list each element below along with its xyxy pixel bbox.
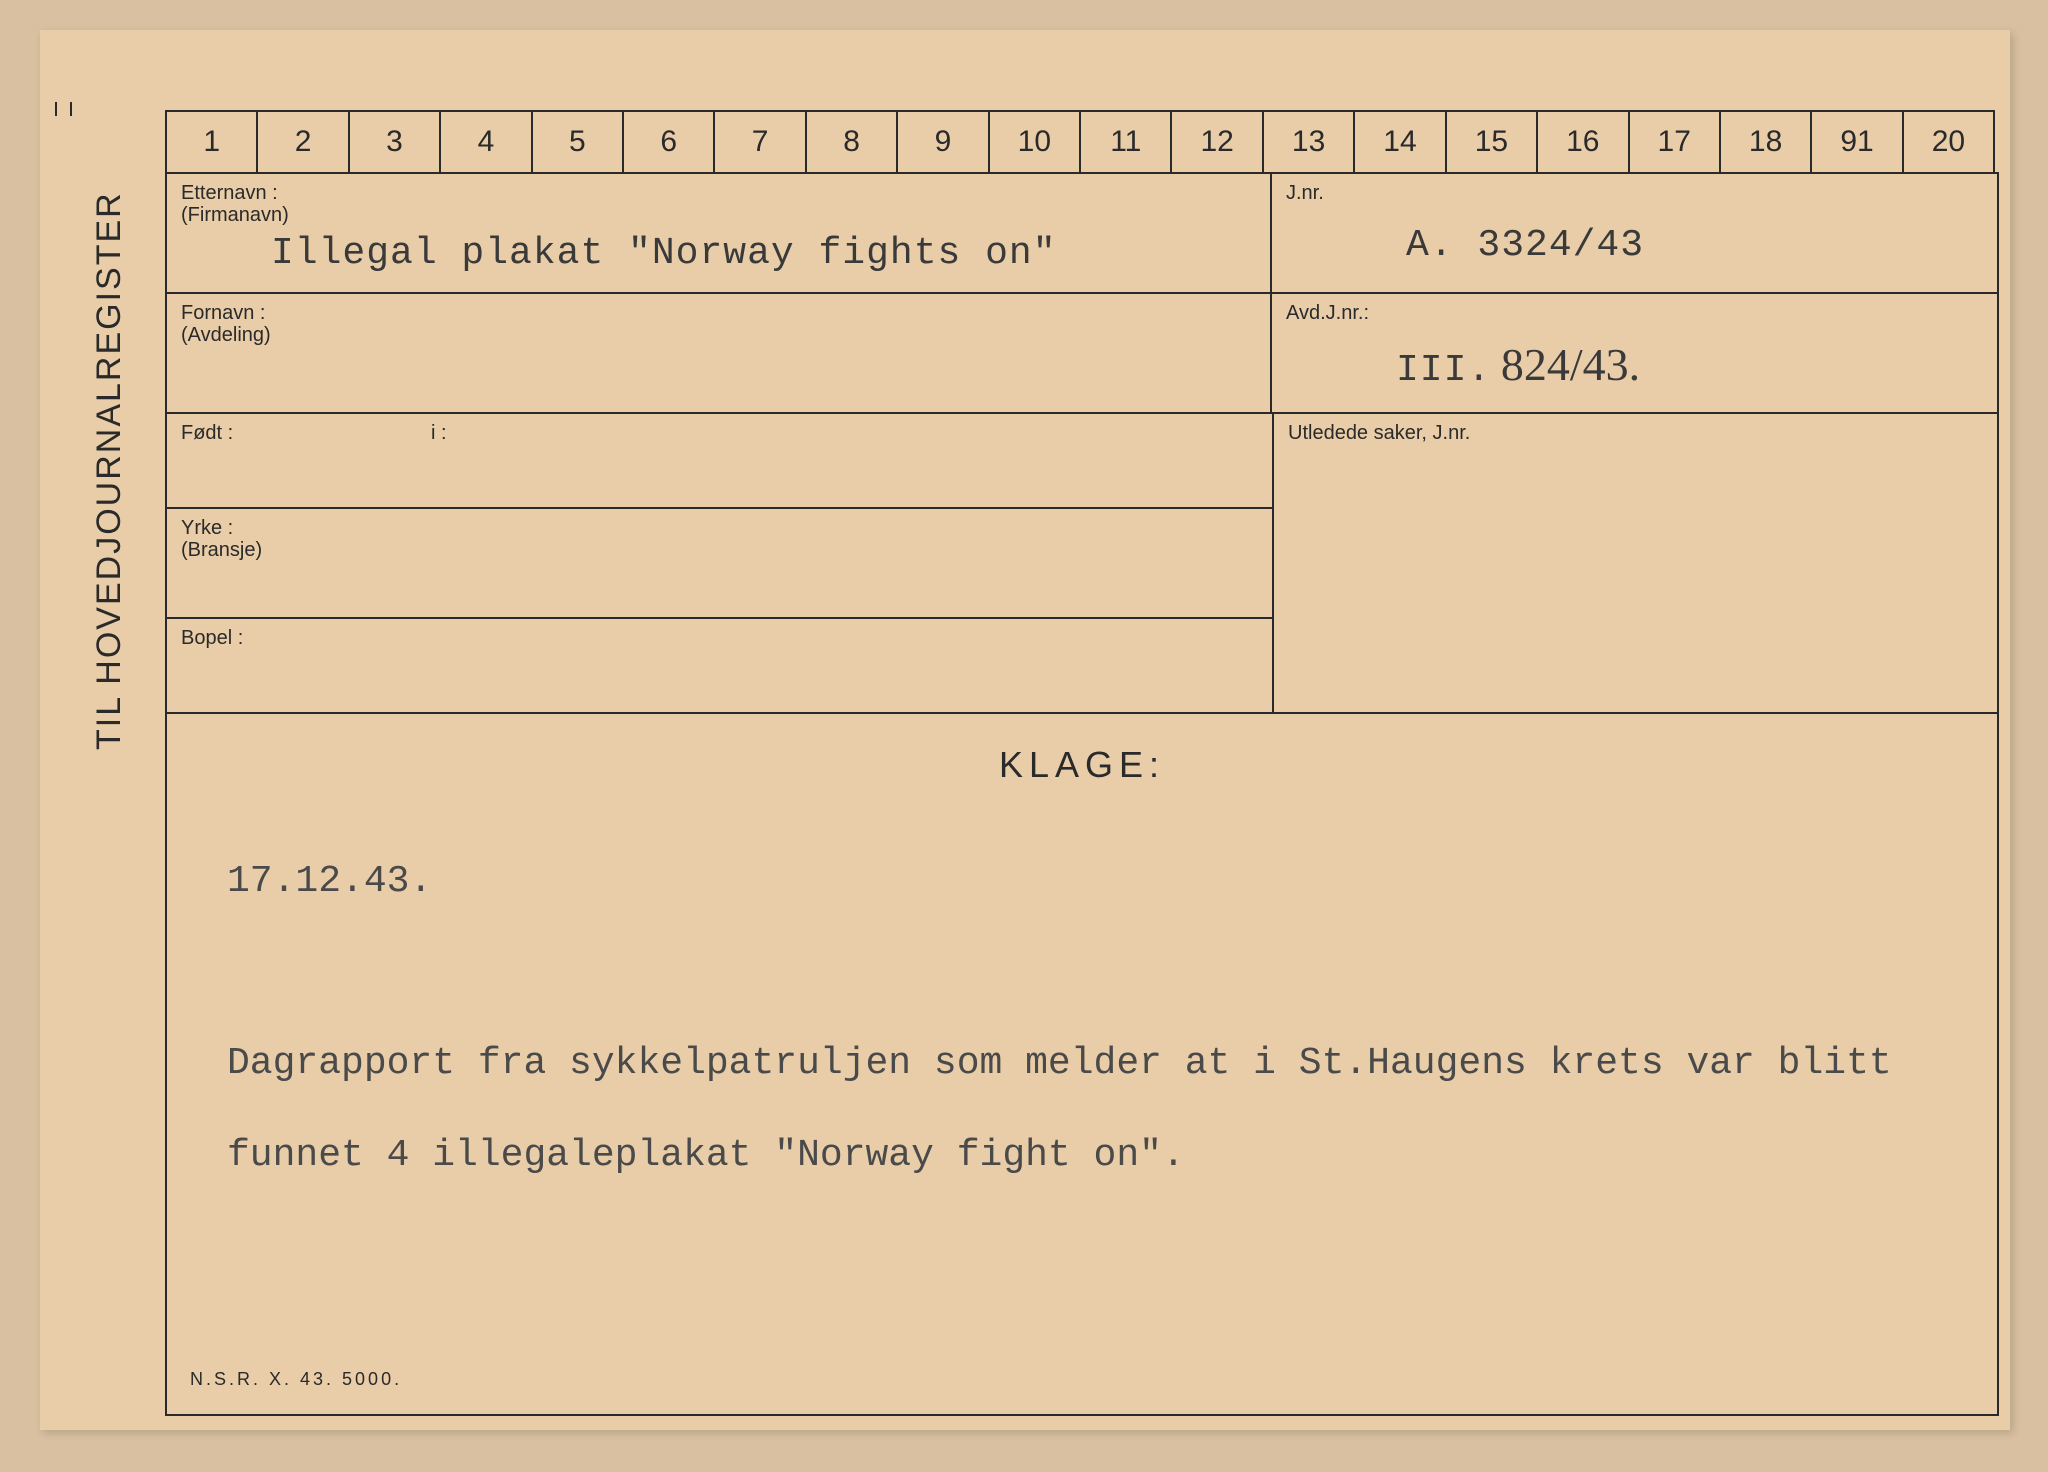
ruler-cell: 13 — [1264, 112, 1355, 172]
ruler-cell: 2 — [258, 112, 349, 172]
row-fodt: Født : i : Yrke : (Bransje) Bopel : Utle… — [167, 414, 1997, 714]
ruler-cell: 16 — [1538, 112, 1629, 172]
field-etternavn: Etternavn : (Firmanavn) Illegal plakat "… — [167, 174, 1272, 294]
ruler-cell: 6 — [624, 112, 715, 172]
klage-text: Dagrapport fra sykkelpatruljen som melde… — [227, 1018, 1937, 1200]
klage-section: KLAGE: 17.12.43. Dagrapport fra sykkelpa… — [167, 714, 1997, 1414]
utledede-label: Utledede saker, J.nr. — [1288, 422, 1983, 444]
klage-date: 17.12.43. — [227, 836, 1937, 927]
yrke-label: Yrke : (Bransje) — [181, 517, 1258, 561]
ruler-cell: 12 — [1172, 112, 1263, 172]
ruler-cell: 14 — [1355, 112, 1446, 172]
jnr-label: J.nr. — [1286, 182, 1983, 204]
form-area: 1 2 3 4 5 6 7 8 9 10 11 12 13 14 15 16 1… — [165, 110, 1995, 1416]
footer-code: N.S.R. X. 43. 5000. — [190, 1369, 402, 1390]
field-bopel: Bopel : — [167, 619, 1272, 714]
field-avdjnr: Avd.J.nr.: III. 824/43. — [1272, 294, 1997, 414]
ruler-cell: 9 — [898, 112, 989, 172]
ruler-cell: 10 — [990, 112, 1081, 172]
left-stack: Født : i : Yrke : (Bransje) Bopel : — [167, 414, 1274, 714]
row-fornavn: Fornavn : (Avdeling) Avd.J.nr.: III. 824… — [167, 294, 1997, 414]
fodt-label: Født : — [181, 422, 431, 503]
avdjnr-label: Avd.J.nr.: — [1286, 302, 1983, 324]
field-yrke: Yrke : (Bransje) — [167, 509, 1272, 619]
field-fornavn: Fornavn : (Avdeling) — [167, 294, 1272, 414]
vertical-title: TIL HOVEDJOURNALREGISTER — [90, 191, 129, 750]
field-fodt: Født : i : — [167, 414, 1272, 509]
avdjnr-handwritten: 824/43. — [1501, 339, 1640, 390]
ruler-cell: 4 — [441, 112, 532, 172]
ruler-cell: 7 — [715, 112, 806, 172]
ruler-cell: 1 — [167, 112, 258, 172]
fodt-i-label: i : — [431, 422, 447, 503]
avdjnr-typed: III. — [1396, 349, 1491, 392]
klage-title: KLAGE: — [207, 744, 1957, 786]
etternavn-label: Etternavn : (Firmanavn) — [181, 182, 1256, 226]
ruler-cell: 15 — [1447, 112, 1538, 172]
ruler-cell: 20 — [1904, 112, 1993, 172]
ruler-cell: 5 — [533, 112, 624, 172]
ruler-cell: 18 — [1721, 112, 1812, 172]
klage-body: 17.12.43. Dagrapport fra sykkelpatruljen… — [207, 836, 1957, 1201]
main-form-box: Etternavn : (Firmanavn) Illegal plakat "… — [165, 172, 1999, 1416]
ruler-cell: 3 — [350, 112, 441, 172]
row-etternavn: Etternavn : (Firmanavn) Illegal plakat "… — [167, 174, 1997, 294]
ruler-cell: 8 — [807, 112, 898, 172]
ruler-cell: 91 — [1812, 112, 1903, 172]
field-utledede: Utledede saker, J.nr. — [1274, 414, 1997, 714]
bopel-label: Bopel : — [181, 627, 1258, 649]
etternavn-value: Illegal plakat "Norway fights on" — [181, 226, 1256, 275]
ruler-cell: 11 — [1081, 112, 1172, 172]
field-jnr: J.nr. A. 3324/43 — [1272, 174, 1997, 294]
ruler-cell: 17 — [1630, 112, 1721, 172]
number-ruler: 1 2 3 4 5 6 7 8 9 10 11 12 13 14 15 16 1… — [165, 110, 1995, 172]
fornavn-label: Fornavn : (Avdeling) — [181, 302, 1256, 346]
register-card: TIL HOVEDJOURNALREGISTER 1 2 3 4 5 6 7 8… — [40, 30, 2010, 1430]
jnr-value: A. 3324/43 — [1286, 204, 1983, 267]
edge-tick-marks — [40, 102, 165, 118]
